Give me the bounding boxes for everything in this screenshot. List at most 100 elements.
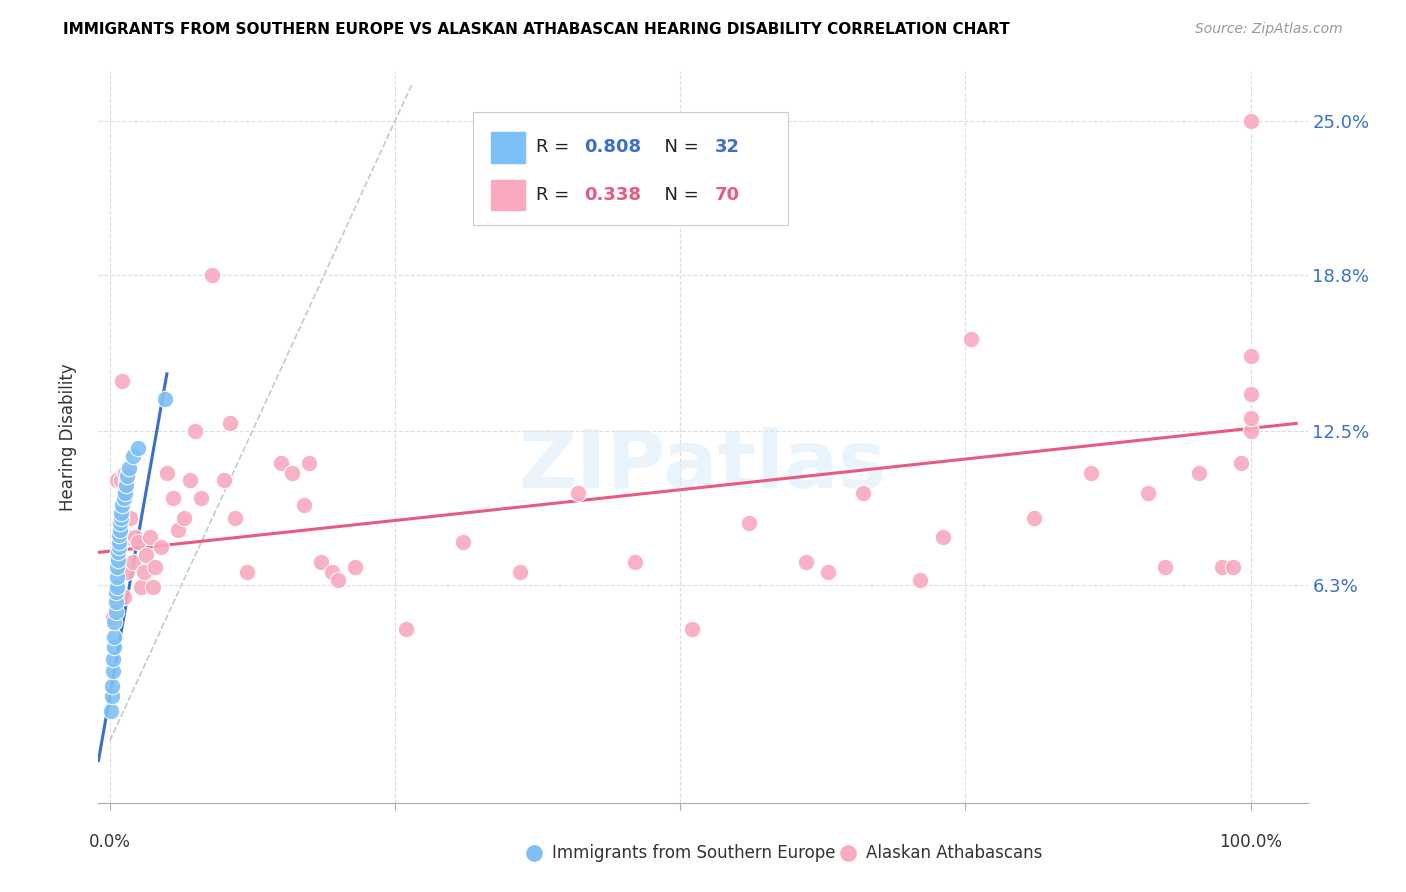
Point <box>184 424 207 438</box>
Point <box>1022 510 1045 524</box>
Point <box>344 560 367 574</box>
Point <box>105 560 128 574</box>
Text: Source: ZipAtlas.com: Source: ZipAtlas.com <box>1195 22 1343 37</box>
Text: R =: R = <box>536 186 575 204</box>
Point <box>103 610 125 624</box>
Point <box>190 491 212 505</box>
Point <box>107 553 129 567</box>
Point <box>960 332 983 346</box>
Point <box>108 516 131 530</box>
Point <box>167 523 190 537</box>
Point <box>224 510 246 524</box>
Point <box>115 565 138 579</box>
Point <box>111 498 134 512</box>
Point <box>101 689 124 703</box>
Point <box>115 468 138 483</box>
Point <box>270 456 292 470</box>
Point <box>112 590 135 604</box>
Point <box>108 528 131 542</box>
Point <box>108 555 131 569</box>
Point <box>104 605 127 619</box>
Point <box>817 565 839 579</box>
Point <box>292 498 315 512</box>
Point <box>114 466 136 480</box>
Text: Alaskan Athabascans: Alaskan Athabascans <box>866 844 1043 862</box>
Point <box>127 442 149 456</box>
Point <box>142 580 165 594</box>
Text: 0.338: 0.338 <box>585 186 641 204</box>
Point <box>1080 466 1102 480</box>
Point <box>1239 424 1261 438</box>
Point <box>908 573 931 587</box>
Point <box>235 565 257 579</box>
Point <box>1239 114 1261 128</box>
Point <box>117 531 139 545</box>
Point <box>105 474 128 488</box>
Point <box>127 535 149 549</box>
Point <box>321 565 343 579</box>
Point <box>201 268 224 282</box>
Point <box>129 580 152 594</box>
Point <box>852 486 875 500</box>
Point <box>111 374 134 388</box>
Point <box>298 456 321 470</box>
Point <box>218 417 240 431</box>
Point <box>1154 560 1177 574</box>
Point <box>114 486 136 500</box>
Point <box>107 545 129 559</box>
Point <box>395 622 418 636</box>
Text: 0.0%: 0.0% <box>89 832 131 851</box>
Point <box>132 565 155 579</box>
Point <box>108 523 131 537</box>
Point <box>105 580 128 594</box>
Point <box>103 665 125 679</box>
Point <box>117 466 139 480</box>
Point <box>103 652 125 666</box>
Point <box>1239 386 1261 401</box>
Text: 32: 32 <box>716 138 740 156</box>
Point <box>103 630 125 644</box>
Point <box>737 516 759 530</box>
Point <box>212 474 235 488</box>
Point <box>162 491 184 505</box>
Point <box>110 506 132 520</box>
Point <box>326 573 349 587</box>
Point <box>104 585 127 599</box>
Text: N =: N = <box>654 186 704 204</box>
FancyBboxPatch shape <box>474 112 787 225</box>
Point <box>100 704 122 718</box>
Text: N =: N = <box>654 138 704 156</box>
Point <box>121 449 143 463</box>
Point <box>118 461 141 475</box>
Point <box>156 466 179 480</box>
Point <box>121 555 143 569</box>
Point <box>114 474 136 488</box>
Point <box>623 555 645 569</box>
Point <box>120 510 142 524</box>
Point <box>105 570 128 584</box>
Point <box>153 392 176 406</box>
Point <box>135 548 157 562</box>
Point <box>104 590 127 604</box>
Point <box>108 535 131 549</box>
Text: R =: R = <box>536 138 575 156</box>
Point <box>681 622 703 636</box>
Text: ZIPatlas: ZIPatlas <box>519 427 887 506</box>
Point <box>107 580 129 594</box>
Point <box>931 531 953 545</box>
Point <box>1136 486 1159 500</box>
Point <box>114 478 136 492</box>
FancyBboxPatch shape <box>492 132 526 163</box>
Point <box>150 541 173 555</box>
Text: Immigrants from Southern Europe: Immigrants from Southern Europe <box>551 844 835 862</box>
Text: IMMIGRANTS FROM SOUTHERN EUROPE VS ALASKAN ATHABASCAN HEARING DISABILITY CORRELA: IMMIGRANTS FROM SOUTHERN EUROPE VS ALASK… <box>63 22 1010 37</box>
Point <box>124 531 146 545</box>
Point <box>145 560 167 574</box>
Point <box>509 565 531 579</box>
Point <box>1230 456 1253 470</box>
Y-axis label: Hearing Disability: Hearing Disability <box>59 363 77 511</box>
Text: 0.808: 0.808 <box>585 138 641 156</box>
Point <box>453 535 475 549</box>
Point <box>104 595 127 609</box>
Point <box>108 541 131 555</box>
